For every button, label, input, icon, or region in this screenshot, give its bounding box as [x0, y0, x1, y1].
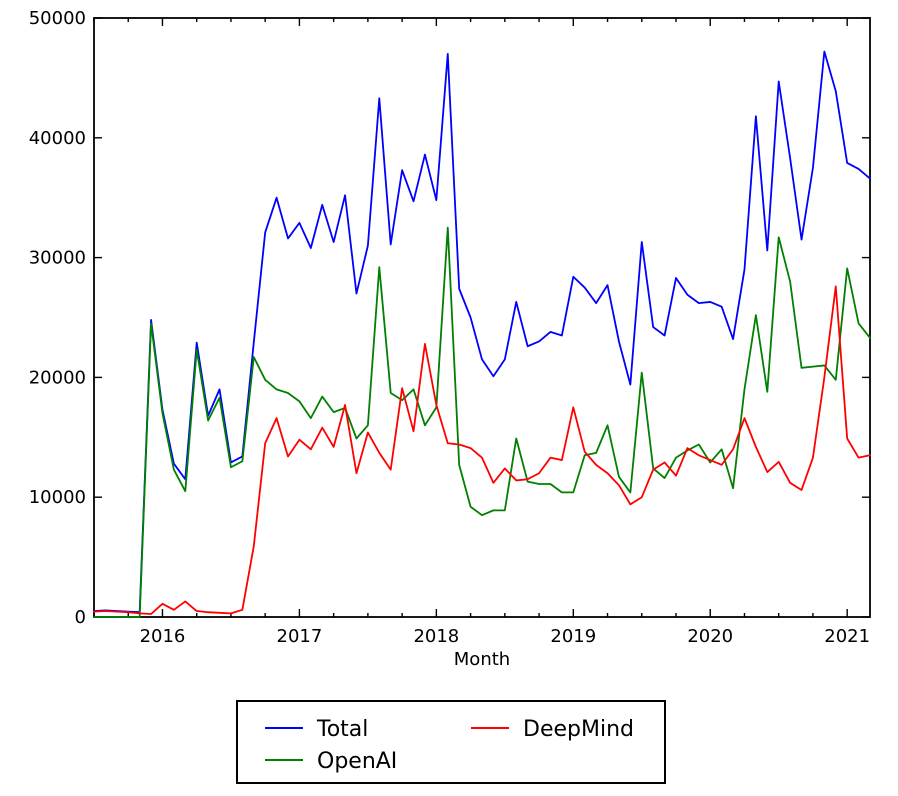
- legend-total-label: Total: [316, 717, 368, 742]
- x-axis-label: Month: [454, 649, 510, 670]
- legend: Total OpenAI DeepMind: [236, 700, 666, 784]
- deepmind-line: [93, 285, 871, 615]
- legend-deepmind-label: DeepMind: [523, 717, 634, 742]
- legend-openai-label: OpenAI: [317, 749, 397, 774]
- y-tick-label: 10000: [29, 487, 86, 508]
- x-tick-labels: 2016 2017 2018 2019 2020 2021: [140, 626, 871, 647]
- x-tick-label: 2019: [550, 626, 596, 647]
- y-tick-label: 20000: [29, 367, 86, 388]
- series-lines: [93, 50, 871, 618]
- y-tick-label: 50000: [29, 8, 86, 29]
- axis-ticks: [93, 17, 870, 618]
- total-line: [93, 50, 871, 614]
- x-tick-label: 2020: [687, 626, 733, 647]
- x-tick-label: 2017: [277, 626, 323, 647]
- openai-line: [93, 226, 871, 618]
- y-tick-label: 0: [75, 607, 86, 628]
- y-tick-label: 40000: [29, 128, 86, 149]
- y-tick-label: 30000: [29, 248, 86, 269]
- legend-border: [236, 700, 666, 784]
- plot-border: [93, 17, 871, 618]
- x-tick-label: 2018: [413, 626, 459, 647]
- x-tick-label: 2021: [824, 626, 870, 647]
- x-tick-label: 2016: [140, 626, 186, 647]
- y-tick-labels: 0 10000 20000 30000 40000 50000: [29, 8, 86, 628]
